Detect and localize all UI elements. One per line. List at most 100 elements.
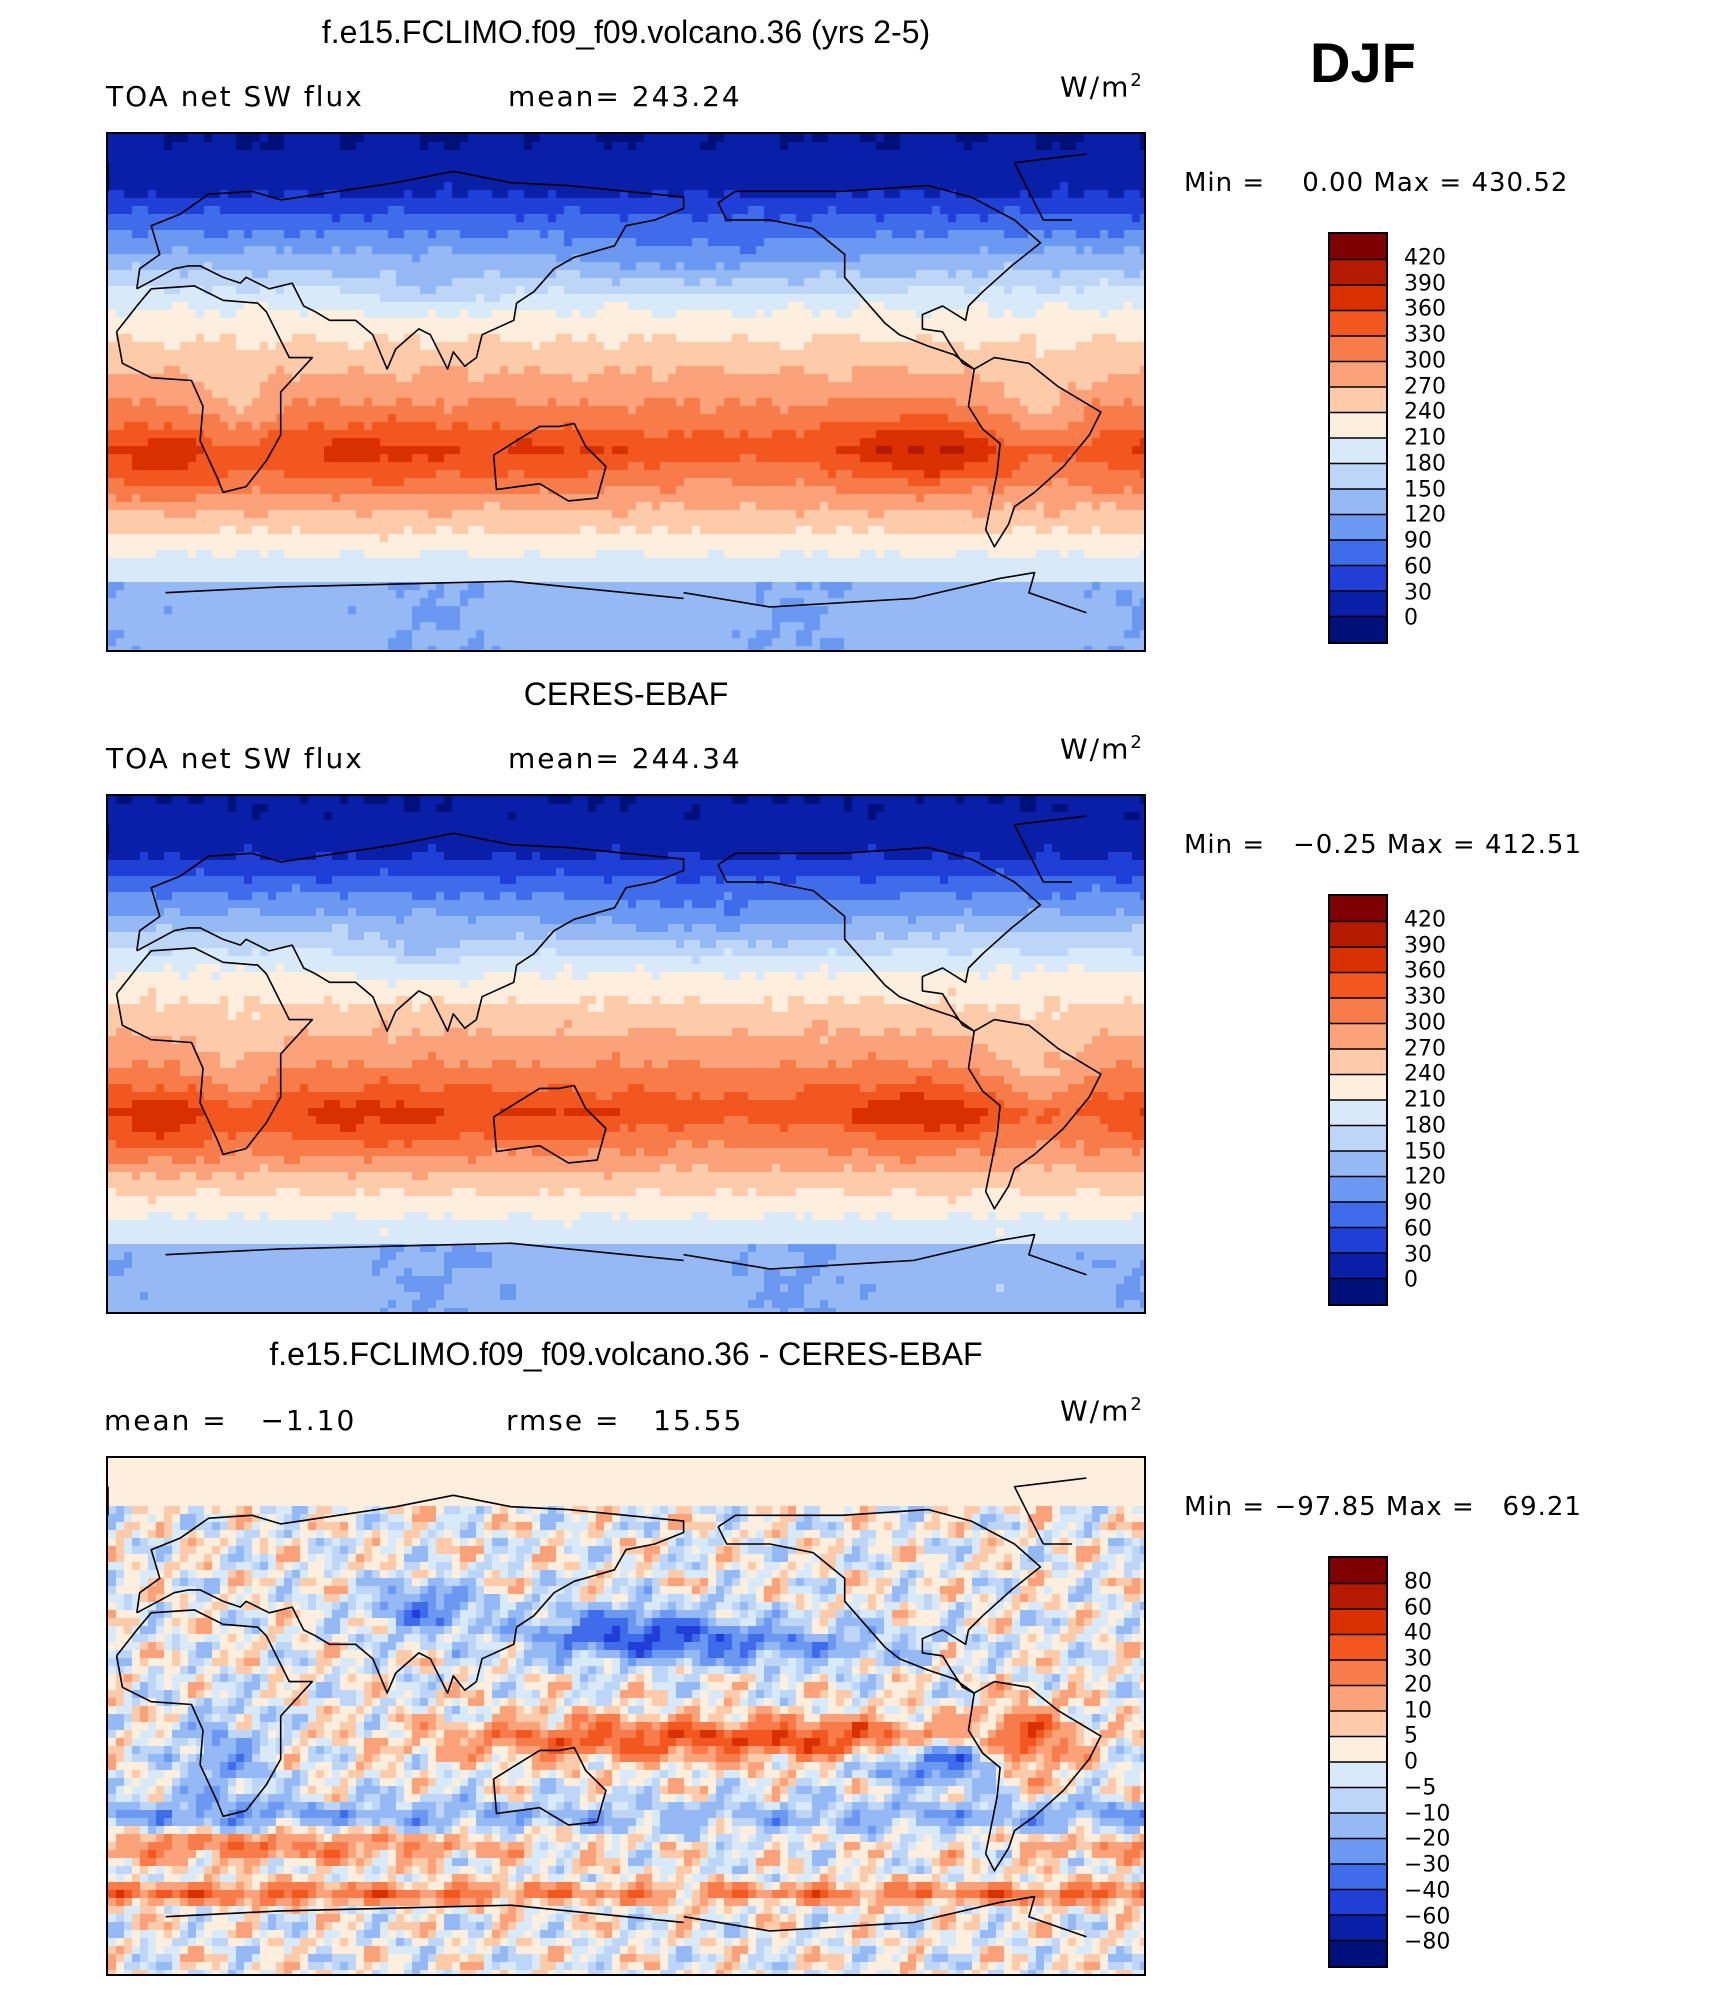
colorbar-swatch <box>1330 1915 1386 1941</box>
colorbar-labels-model: 420 390 360 330 300 270 240 210 180 150 120 90 60 30 0 <box>1404 232 1484 644</box>
colorbar-tick-label: 360 <box>1404 297 1446 322</box>
colorbar-tick-label: 240 <box>1404 400 1446 425</box>
colorbar-tick-label: 180 <box>1404 451 1446 476</box>
panel-mean-label: mean= 244.34 <box>508 742 742 775</box>
colorbar-swatch <box>1330 1125 1386 1152</box>
colorbar-swatch <box>1330 1634 1386 1661</box>
colorbar-swatch <box>1330 972 1386 999</box>
panel-title: f.e15.FCLIMO.f09_f09.volcano.36 - CERES-… <box>106 1336 1146 1373</box>
colorbar-swatch <box>1330 1023 1386 1050</box>
coastline <box>492 422 607 502</box>
coastline <box>717 1508 1042 1694</box>
colorbar-swatch <box>1330 1889 1386 1916</box>
min-max-label: Min = −97.85 Max = 69.21 <box>1184 1492 1582 1522</box>
colorbar-tick-label: 240 <box>1404 1062 1446 1087</box>
map-difference <box>106 1456 1146 1976</box>
colorbar-tick-label: 330 <box>1404 323 1446 348</box>
colorbar-swatch <box>1330 489 1386 515</box>
colorbar-swatch <box>1330 514 1386 541</box>
panel-variable-label: TOA net SW flux <box>106 80 364 113</box>
colorbar-tick-label: 30 <box>1404 1647 1432 1672</box>
map-observation <box>106 794 1146 1314</box>
colorbar-model <box>1328 232 1388 644</box>
colorbar-swatch <box>1330 1049 1386 1075</box>
coastline <box>492 1746 607 1826</box>
panel-mean-label: mean = −1.10 <box>104 1404 356 1437</box>
colorbar-swatch <box>1330 1074 1386 1101</box>
colorbar-swatch <box>1330 387 1386 413</box>
min-max-label: Min = −0.25 Max = 412.51 <box>1184 830 1582 860</box>
colorbar-swatch <box>1330 591 1386 617</box>
colorbar-swatch <box>1330 285 1386 311</box>
colorbar-swatch <box>1330 234 1386 260</box>
map-model <box>106 132 1146 652</box>
colorbar-tick-label: 0 <box>1404 1268 1418 1293</box>
colorbar-swatch <box>1330 921 1386 948</box>
colorbar-tick-label: −5 <box>1404 1775 1436 1800</box>
colorbar-swatch <box>1330 1736 1386 1763</box>
colorbar-tick-label: 5 <box>1404 1724 1418 1749</box>
coastline <box>717 846 1042 1032</box>
coastline <box>967 1680 1102 1872</box>
field-cells <box>108 1458 1144 1974</box>
colorbar-tick-label: 60 <box>1404 554 1432 579</box>
colorbar-tick-label: 40 <box>1404 1621 1432 1646</box>
colorbar-tick-label: 390 <box>1404 271 1446 296</box>
colorbar-tick-label: 60 <box>1404 1595 1432 1620</box>
coastline <box>136 170 685 370</box>
colorbar-swatch <box>1330 1253 1386 1279</box>
coastline <box>136 832 685 1032</box>
colorbar-swatch <box>1330 310 1386 337</box>
colorbar-tick-label: 390 <box>1404 933 1446 958</box>
colorbar-tick-label: 90 <box>1404 529 1432 554</box>
colorbar-swatch <box>1330 361 1386 388</box>
colorbar-swatch <box>1330 259 1386 286</box>
colorbar-observation <box>1328 894 1388 1306</box>
colorbar-tick-label: 210 <box>1404 1088 1446 1113</box>
colorbar-tick-label: 210 <box>1404 426 1446 451</box>
colorbar-swatch <box>1330 947 1386 973</box>
colorbar-swatch <box>1330 1813 1386 1839</box>
colorbar-tick-label: 330 <box>1404 985 1446 1010</box>
colorbar-tick-label: 420 <box>1404 245 1446 270</box>
field-cells <box>108 796 1144 1312</box>
colorbar-tick-label: 30 <box>1404 580 1432 605</box>
coastline <box>165 1233 1087 1276</box>
colorbar-tick-label: 120 <box>1404 503 1446 528</box>
coastline <box>115 947 314 1156</box>
coastline <box>492 1084 607 1164</box>
colorbar-tick-label: 120 <box>1404 1165 1446 1190</box>
colorbar-labels-observation: 420 390 360 330 300 270 240 210 180 150 120 90 60 30 0 <box>1404 894 1484 1306</box>
colorbar-swatch <box>1330 998 1386 1024</box>
colorbar-swatch <box>1330 412 1386 439</box>
colorbar-swatch <box>1330 1609 1386 1635</box>
colorbar-swatch <box>1330 1583 1386 1610</box>
colorbar-difference <box>1328 1556 1388 1968</box>
colorbar-tick-label: 0 <box>1404 606 1418 631</box>
colorbar-tick-label: 270 <box>1404 374 1446 399</box>
colorbar-swatch <box>1330 1100 1386 1126</box>
coastline <box>717 184 1042 370</box>
coastline <box>967 1018 1102 1210</box>
coastline <box>165 571 1087 614</box>
colorbar-tick-label: 10 <box>1404 1698 1432 1723</box>
colorbar-tick-label: 0 <box>1404 1750 1418 1775</box>
colorbar-swatch <box>1330 438 1386 464</box>
colorbar-swatch <box>1330 1660 1386 1686</box>
colorbar-tick-label: 80 <box>1404 1569 1432 1594</box>
coastline <box>108 815 1087 883</box>
units-label: W/m2 <box>1060 70 1142 103</box>
colorbar-swatch <box>1330 1864 1386 1890</box>
colorbar-swatch <box>1330 540 1386 566</box>
field-cells <box>108 134 1144 650</box>
colorbar-swatch <box>1330 1838 1386 1865</box>
colorbar-tick-label: 270 <box>1404 1036 1446 1061</box>
colorbar-tick-label: 30 <box>1404 1242 1432 1267</box>
season-label: DJF <box>1310 30 1416 95</box>
colorbar-tick-label: −80 <box>1404 1930 1450 1955</box>
colorbar-swatch <box>1330 896 1386 922</box>
colorbar-tick-label: −10 <box>1404 1801 1450 1826</box>
coastline <box>115 285 314 494</box>
colorbar-tick-label: 180 <box>1404 1113 1446 1138</box>
colorbar-swatch <box>1330 1202 1386 1228</box>
